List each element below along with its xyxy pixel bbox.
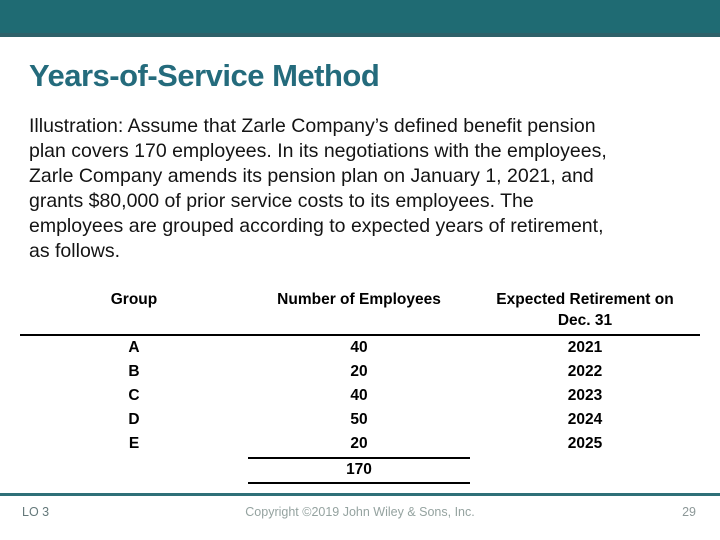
group-cell: B [128, 363, 140, 380]
paragraph-line: plan covers 170 employees. In its negoti… [29, 140, 607, 162]
header-expected-retirement: Expected Retirement on Dec. 31 [470, 289, 700, 331]
year-cell: 2021 [567, 339, 603, 356]
table-header-row: Group Number of Employees Expected Retir… [20, 289, 700, 336]
header-expected-retirement-line1: Expected Retirement on [496, 291, 674, 308]
table-row: A 40 2021 [20, 336, 700, 360]
year-cell: 2022 [567, 363, 603, 380]
paragraph-line: grants $80,000 of prior service costs to… [29, 190, 534, 212]
employees-cell: 50 [350, 411, 368, 428]
footer-divider-line [0, 493, 720, 496]
illustration-paragraph: Illustration: Assume that Zarle Company’… [29, 114, 701, 264]
footer: LO 3 Copyright ©2019 John Wiley & Sons, … [0, 502, 720, 526]
table-row: E 20 2025 [20, 432, 700, 456]
year-cell: 2023 [567, 387, 603, 404]
header-number-of-employees: Number of Employees [277, 291, 441, 308]
table-row: D 50 2024 [20, 408, 700, 432]
paragraph-line: Zarle Company amends its pension plan on… [29, 165, 594, 187]
group-cell: D [128, 411, 140, 428]
year-cell: 2025 [567, 435, 603, 452]
employees-cell: 40 [350, 339, 368, 356]
slide-title: Years-of-Service Method [29, 58, 380, 93]
employee-groups-table: Group Number of Employees Expected Retir… [20, 289, 700, 484]
group-cell: E [128, 435, 140, 452]
year-cell: 2024 [567, 411, 603, 428]
group-cell: C [128, 387, 140, 404]
header-group: Group [110, 291, 158, 308]
table-row: C 40 2023 [20, 384, 700, 408]
employees-total: 170 [248, 457, 470, 484]
paragraph-line: Illustration: Assume that Zarle Company’… [29, 115, 596, 137]
employees-cell: 20 [350, 363, 368, 380]
paragraph-line: as follows. [29, 240, 121, 262]
group-cell: A [128, 339, 140, 356]
paragraph-line: employees are grouped according to expec… [29, 215, 604, 237]
table-row: B 20 2022 [20, 360, 700, 384]
employees-cell: 20 [350, 435, 368, 452]
copyright-text: Copyright ©2019 John Wiley & Sons, Inc. [245, 505, 475, 519]
learning-objective-label: LO 3 [22, 505, 50, 519]
employees-cell: 40 [350, 387, 368, 404]
top-banner [0, 0, 720, 37]
header-expected-retirement-line2: Dec. 31 [557, 312, 613, 329]
page-number: 29 [682, 505, 696, 519]
